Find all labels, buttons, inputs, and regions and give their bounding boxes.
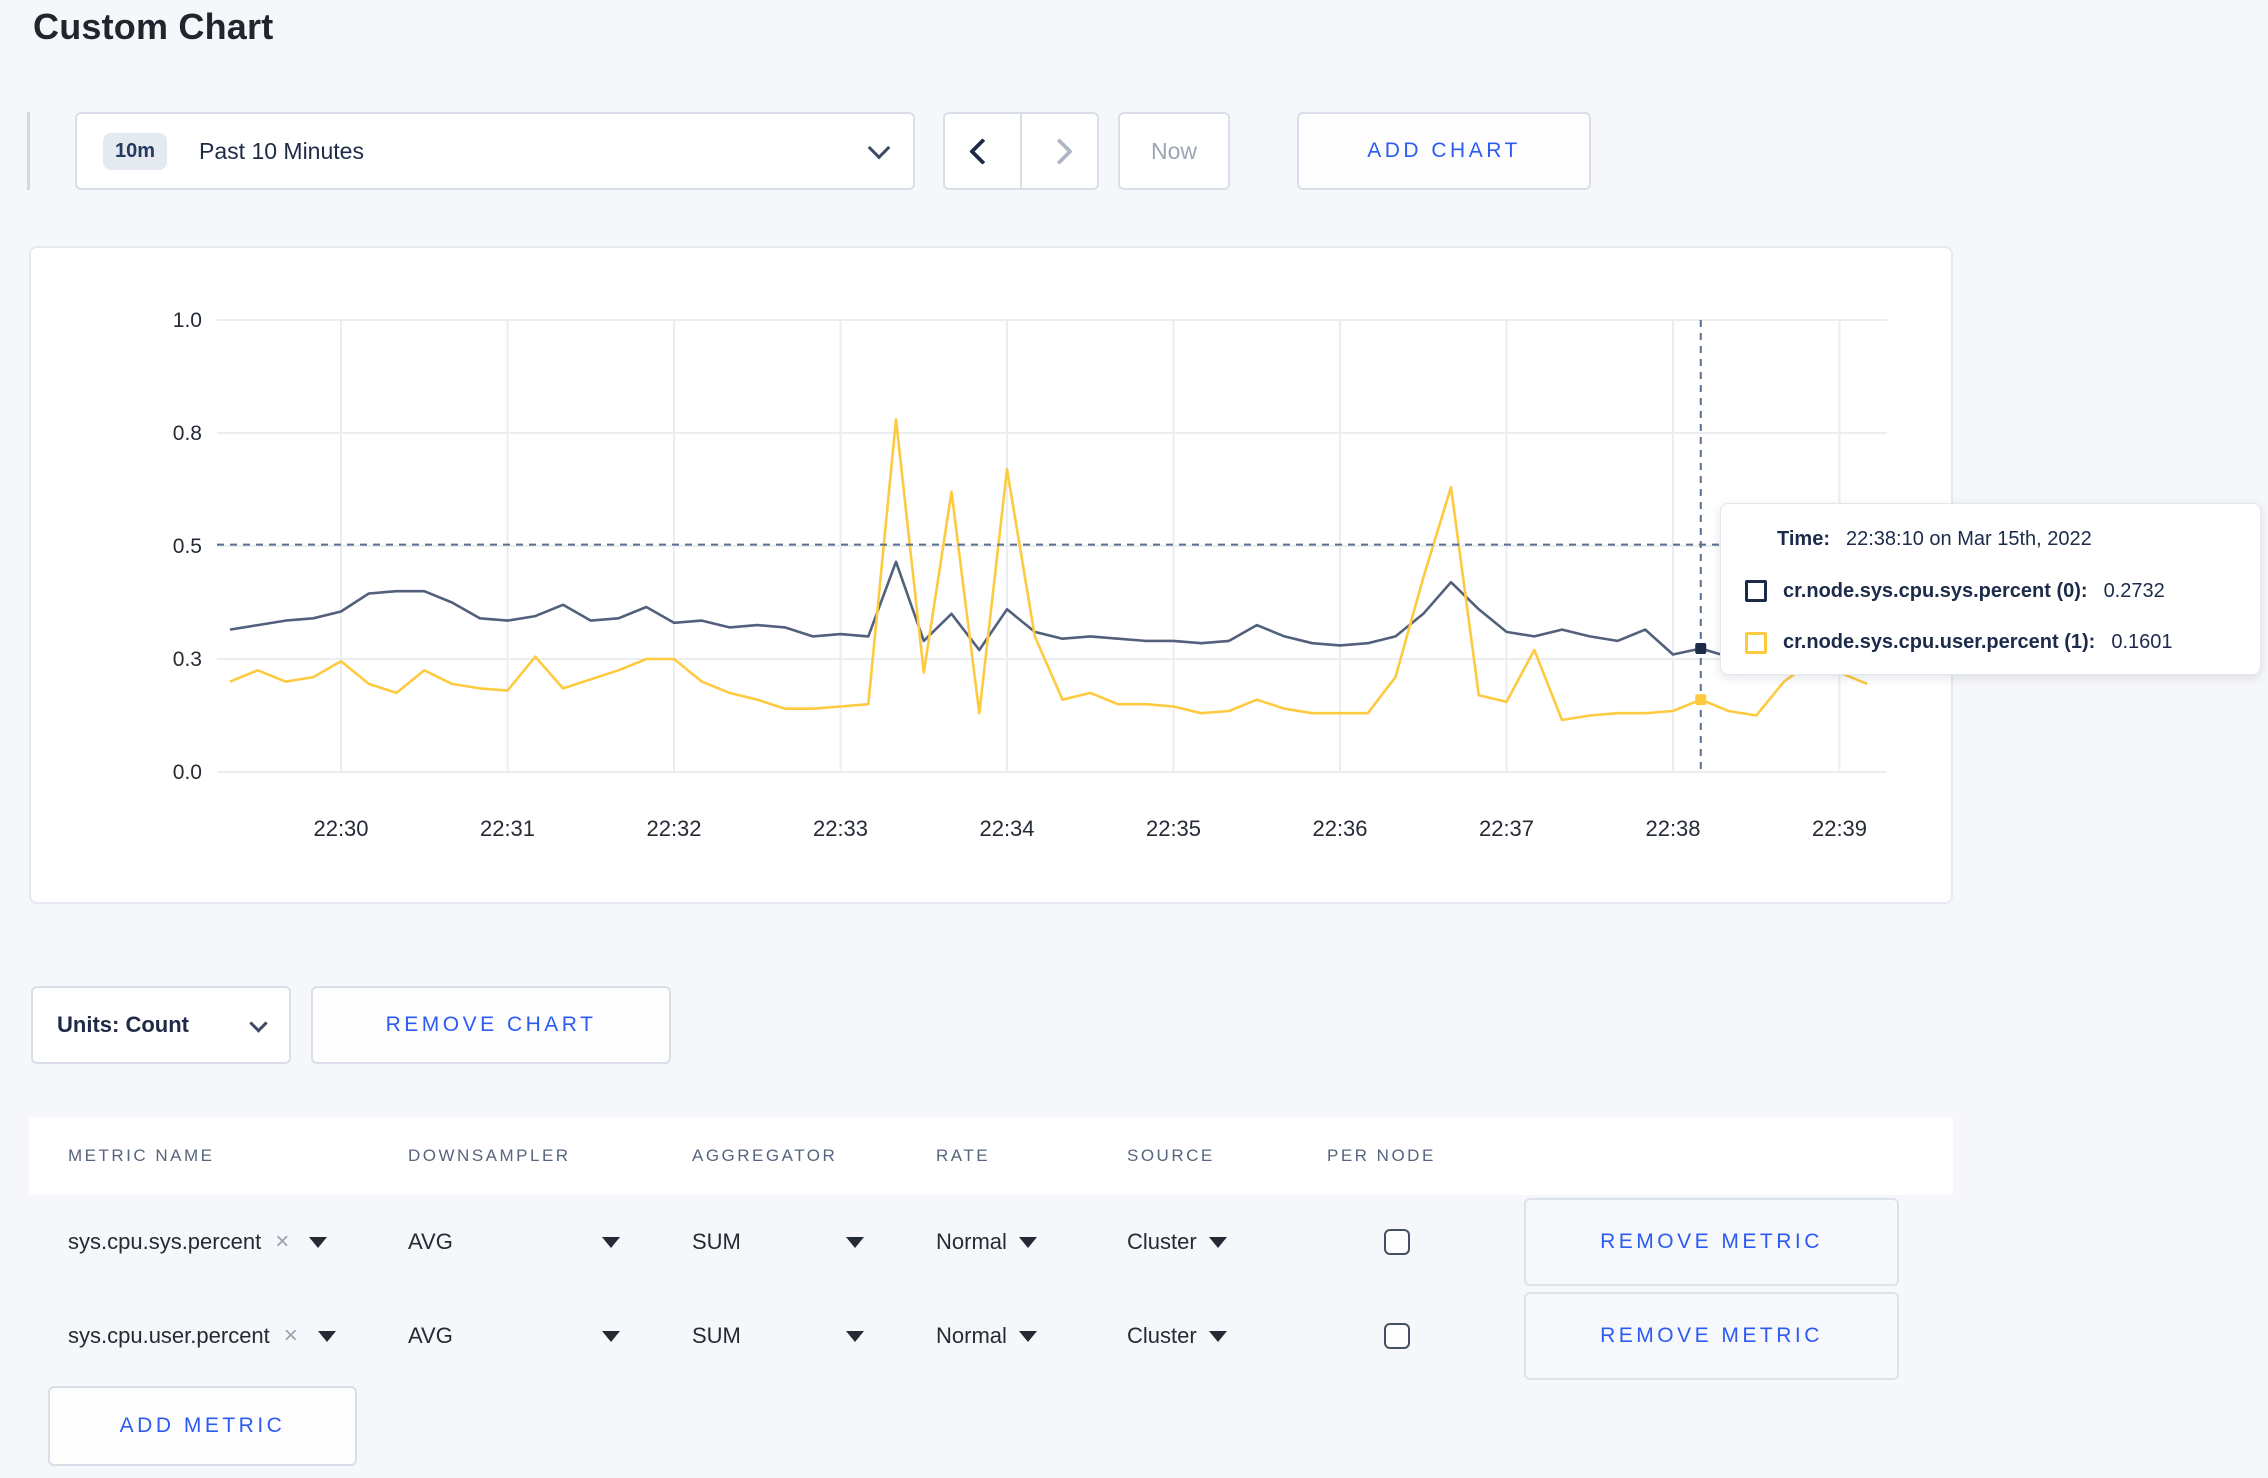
remove-metric-button[interactable]: REMOVE METRIC (1524, 1198, 1899, 1286)
chevron-down-icon (249, 1013, 268, 1033)
svg-text:22:37: 22:37 (1479, 816, 1534, 841)
svg-text:22:30: 22:30 (313, 816, 368, 841)
svg-text:22:35: 22:35 (1146, 816, 1201, 841)
aggregator-dropdown[interactable]: SUM (692, 1229, 864, 1255)
add-metric-button[interactable]: ADD METRIC (48, 1386, 357, 1466)
chevron-right-icon (1046, 137, 1073, 165)
caret-down-icon (1018, 1330, 1037, 1342)
time-window-label: Past 10 Minutes (199, 137, 364, 164)
aggregator-dropdown[interactable]: SUM (692, 1323, 864, 1349)
source-dropdown[interactable]: Cluster (1127, 1229, 1227, 1255)
rate-dropdown[interactable]: Normal (936, 1323, 1037, 1349)
units-select[interactable]: Units: Count (31, 986, 291, 1064)
column-header-per-node: PER NODE (1327, 1146, 1436, 1165)
caret-down-icon (1208, 1330, 1227, 1342)
downsampler-dropdown[interactable]: AVG (408, 1323, 620, 1349)
tooltip-series-value: 0.1601 (2111, 631, 2173, 653)
column-header-downsampler: DOWNSAMPLER (408, 1146, 571, 1165)
svg-text:0.3: 0.3 (173, 648, 202, 671)
chart-canvas[interactable]: 0.0 0.3 0.5 0.8 1.0 22:30 22:31 22:32 22:33 22:34… (31, 248, 1951, 902)
svg-text:22:33: 22:33 (813, 816, 868, 841)
series-swatch-icon (1745, 580, 1767, 602)
svg-text:22:38: 22:38 (1645, 816, 1700, 841)
svg-text:0.5: 0.5 (173, 535, 202, 558)
metric-name-value: sys.cpu.sys.percent (68, 1229, 262, 1254)
page-title: Custom Chart (33, 6, 274, 47)
per-node-checkbox[interactable] (1384, 1323, 1410, 1349)
tooltip-time-value: 22:38:10 on Mar 15th, 2022 (1845, 528, 2092, 550)
metric-dropdown-caret-icon[interactable] (309, 1236, 328, 1248)
source-dropdown[interactable]: Cluster (1127, 1323, 1227, 1349)
remove-metric-button[interactable]: REMOVE METRIC (1524, 1292, 1899, 1380)
column-header-rate: RATE (936, 1146, 991, 1165)
tooltip-series-value: 0.2732 (2103, 579, 2165, 602)
time-nav-group (943, 112, 1099, 190)
add-chart-button[interactable]: ADD CHART (1297, 112, 1591, 190)
rate-dropdown[interactable]: Normal (936, 1229, 1037, 1255)
now-button[interactable]: Now (1118, 112, 1230, 190)
svg-text:22:32: 22:32 (646, 816, 701, 841)
svg-text:22:31: 22:31 (480, 816, 535, 841)
remove-metric-x-icon[interactable]: × (275, 1228, 290, 1255)
column-header-aggregator: AGGREGATOR (692, 1146, 838, 1165)
per-node-checkbox[interactable] (1384, 1229, 1410, 1255)
chevron-down-icon (867, 136, 891, 160)
time-window-badge: 10m (103, 132, 168, 170)
tooltip-series-name: cr.node.sys.cpu.user.percent (1): (1783, 631, 2096, 653)
svg-text:0.8: 0.8 (173, 422, 202, 445)
metric-table-row: sys.cpu.sys.percent × AVG SUM Normal Clu… (29, 1195, 1953, 1289)
caret-down-icon (602, 1236, 620, 1248)
remove-chart-button[interactable]: REMOVE CHART (311, 986, 671, 1064)
tooltip-time-label: Time: (1777, 528, 1830, 550)
time-window-select[interactable]: 10m Past 10 Minutes (75, 112, 915, 190)
chart-tooltip: Time: 22:38:10 on Mar 15th, 2022 cr.node… (1720, 503, 2261, 675)
svg-text:22:34: 22:34 (979, 816, 1034, 841)
series-swatch-icon (1745, 631, 1767, 654)
column-header-source: SOURCE (1127, 1146, 1215, 1165)
metric-table-row: sys.cpu.user.percent × AVG SUM Normal Cl… (29, 1289, 1953, 1383)
svg-text:1.0: 1.0 (173, 309, 202, 332)
units-label: Units: Count (57, 1012, 189, 1037)
svg-text:22:39: 22:39 (1812, 816, 1867, 841)
downsampler-dropdown[interactable]: AVG (408, 1229, 620, 1255)
time-forward-button[interactable] (1020, 114, 1097, 188)
remove-metric-x-icon[interactable]: × (283, 1322, 298, 1349)
chevron-left-icon (969, 137, 996, 165)
metric-name-value: sys.cpu.user.percent (68, 1323, 270, 1348)
caret-down-icon (602, 1330, 620, 1342)
toolbar-divider (27, 112, 30, 190)
svg-text:22:36: 22:36 (1312, 816, 1367, 841)
caret-down-icon (846, 1330, 864, 1342)
column-header-metric-name: METRIC NAME (68, 1146, 215, 1165)
caret-down-icon (1018, 1236, 1037, 1248)
svg-text:0.0: 0.0 (173, 761, 202, 784)
caret-down-icon (1208, 1236, 1227, 1248)
caret-down-icon (846, 1236, 864, 1248)
metric-dropdown-caret-icon[interactable] (317, 1330, 336, 1342)
time-back-button[interactable] (945, 114, 1020, 188)
metrics-table-header: METRIC NAME DOWNSAMPLER AGGREGATOR RATE … (29, 1117, 1953, 1195)
tooltip-series-name: cr.node.sys.cpu.sys.percent (0): (1783, 579, 2088, 602)
chart-card: 0.0 0.3 0.5 0.8 1.0 22:30 22:31 22:32 22:33 22:34… (29, 246, 1953, 904)
